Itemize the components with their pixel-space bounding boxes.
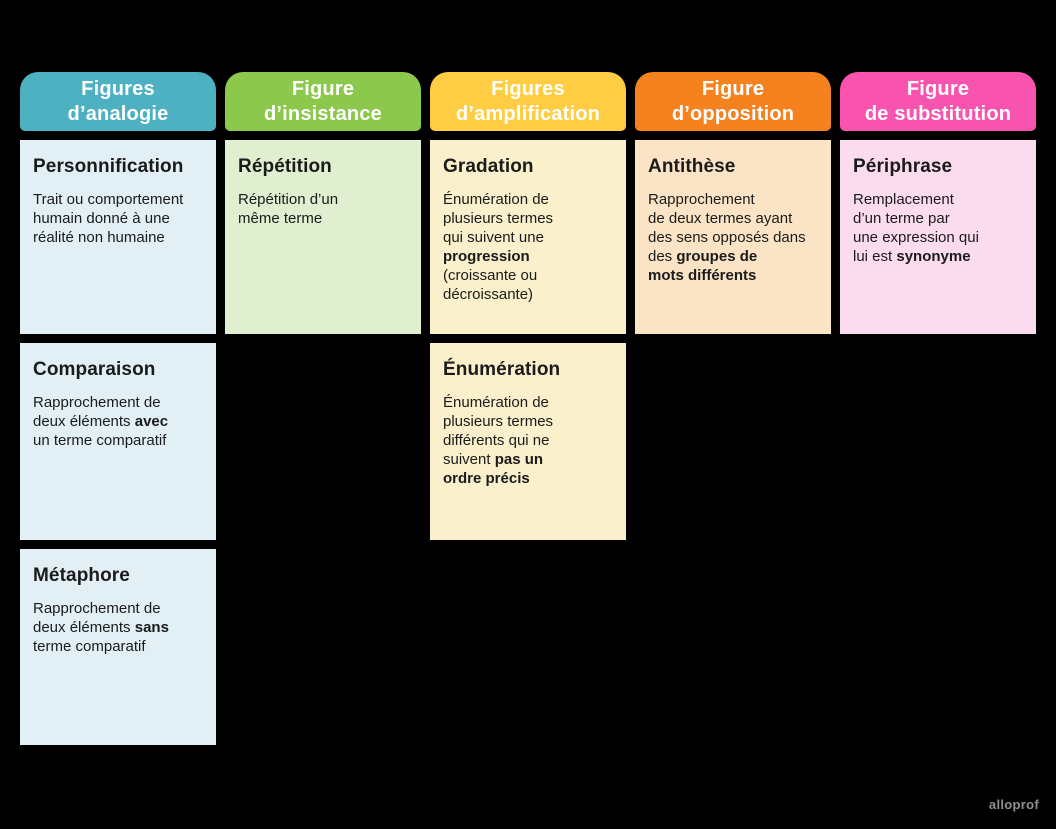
card-description: Répétition d’un même terme: [238, 191, 339, 227]
card-title: Comparaison: [33, 359, 156, 380]
card-enumeration: Énumération Énumération de plusieurs ter…: [430, 343, 626, 540]
card-title: Antithèse: [648, 156, 736, 177]
column-header-label: Figure de substitution: [864, 77, 1012, 125]
card-antithese: Antithèse Rapprochement de deux termes a…: [635, 140, 831, 334]
card-title: Personnification: [33, 156, 184, 177]
column-header-label: Figure d’insistance: [264, 77, 382, 125]
card-description: Énumération de plusieurs termes qui suiv…: [443, 191, 554, 303]
card-description: Énumération de plusieurs termes différen…: [443, 394, 554, 487]
column-header-opposition: Figure d’opposition: [635, 72, 831, 131]
card-title: Gradation: [443, 156, 534, 177]
column-figures-analogie: Figures d’analogie Personnification Trai…: [20, 72, 216, 754]
column-figure-insistance: Figure d’insistance Répétition Répétitio…: [225, 72, 421, 754]
column-figures-amplification: Figures d’amplification Gradation Énumér…: [430, 72, 626, 754]
card-description: Rapprochement de deux éléments avec un t…: [33, 394, 169, 449]
card-description: Trait ou comportement humain donné à une…: [33, 191, 184, 246]
card-gradation: Gradation Énumération de plusieurs terme…: [430, 140, 626, 334]
card-description: Remplacement d’un terme par une expressi…: [853, 191, 979, 265]
column-header-substitution: Figure de substitution: [840, 72, 1036, 131]
column-header-label: Figure d’opposition: [671, 77, 795, 125]
column-header-amplification: Figures d’amplification: [430, 72, 626, 131]
figures-de-style-board: Figures d’analogie Personnification Trai…: [20, 72, 1036, 754]
card-repetition: Répétition Répétition d’un même terme: [225, 140, 421, 334]
card-description: Rapprochement de deux termes ayant des s…: [648, 191, 806, 284]
card-comparaison: Comparaison Rapprochement de deux élémen…: [20, 343, 216, 540]
card-description: Rapprochement de deux éléments sans term…: [33, 600, 169, 655]
alloprof-logo: alloprof: [988, 797, 1039, 812]
card-metaphore: Métaphore Rapprochement de deux éléments…: [20, 549, 216, 745]
card-title: Métaphore: [33, 565, 130, 586]
card-periphrase: Périphrase Remplacement d’un terme par u…: [840, 140, 1036, 334]
column-figure-opposition: Figure d’opposition Antithèse Rapprochem…: [635, 72, 831, 754]
column-figure-substitution: Figure de substitution Périphrase Rempla…: [840, 72, 1036, 754]
card-title: Périphrase: [853, 156, 953, 177]
card-title: Énumération: [443, 359, 561, 380]
column-header-label: Figures d’analogie: [67, 77, 169, 125]
column-header-analogie: Figures d’analogie: [20, 72, 216, 131]
card-title: Répétition: [238, 156, 332, 177]
column-header-insistance: Figure d’insistance: [225, 72, 421, 131]
card-personnification: Personnification Trait ou comportement h…: [20, 140, 216, 334]
column-header-label: Figures d’amplification: [455, 77, 601, 125]
